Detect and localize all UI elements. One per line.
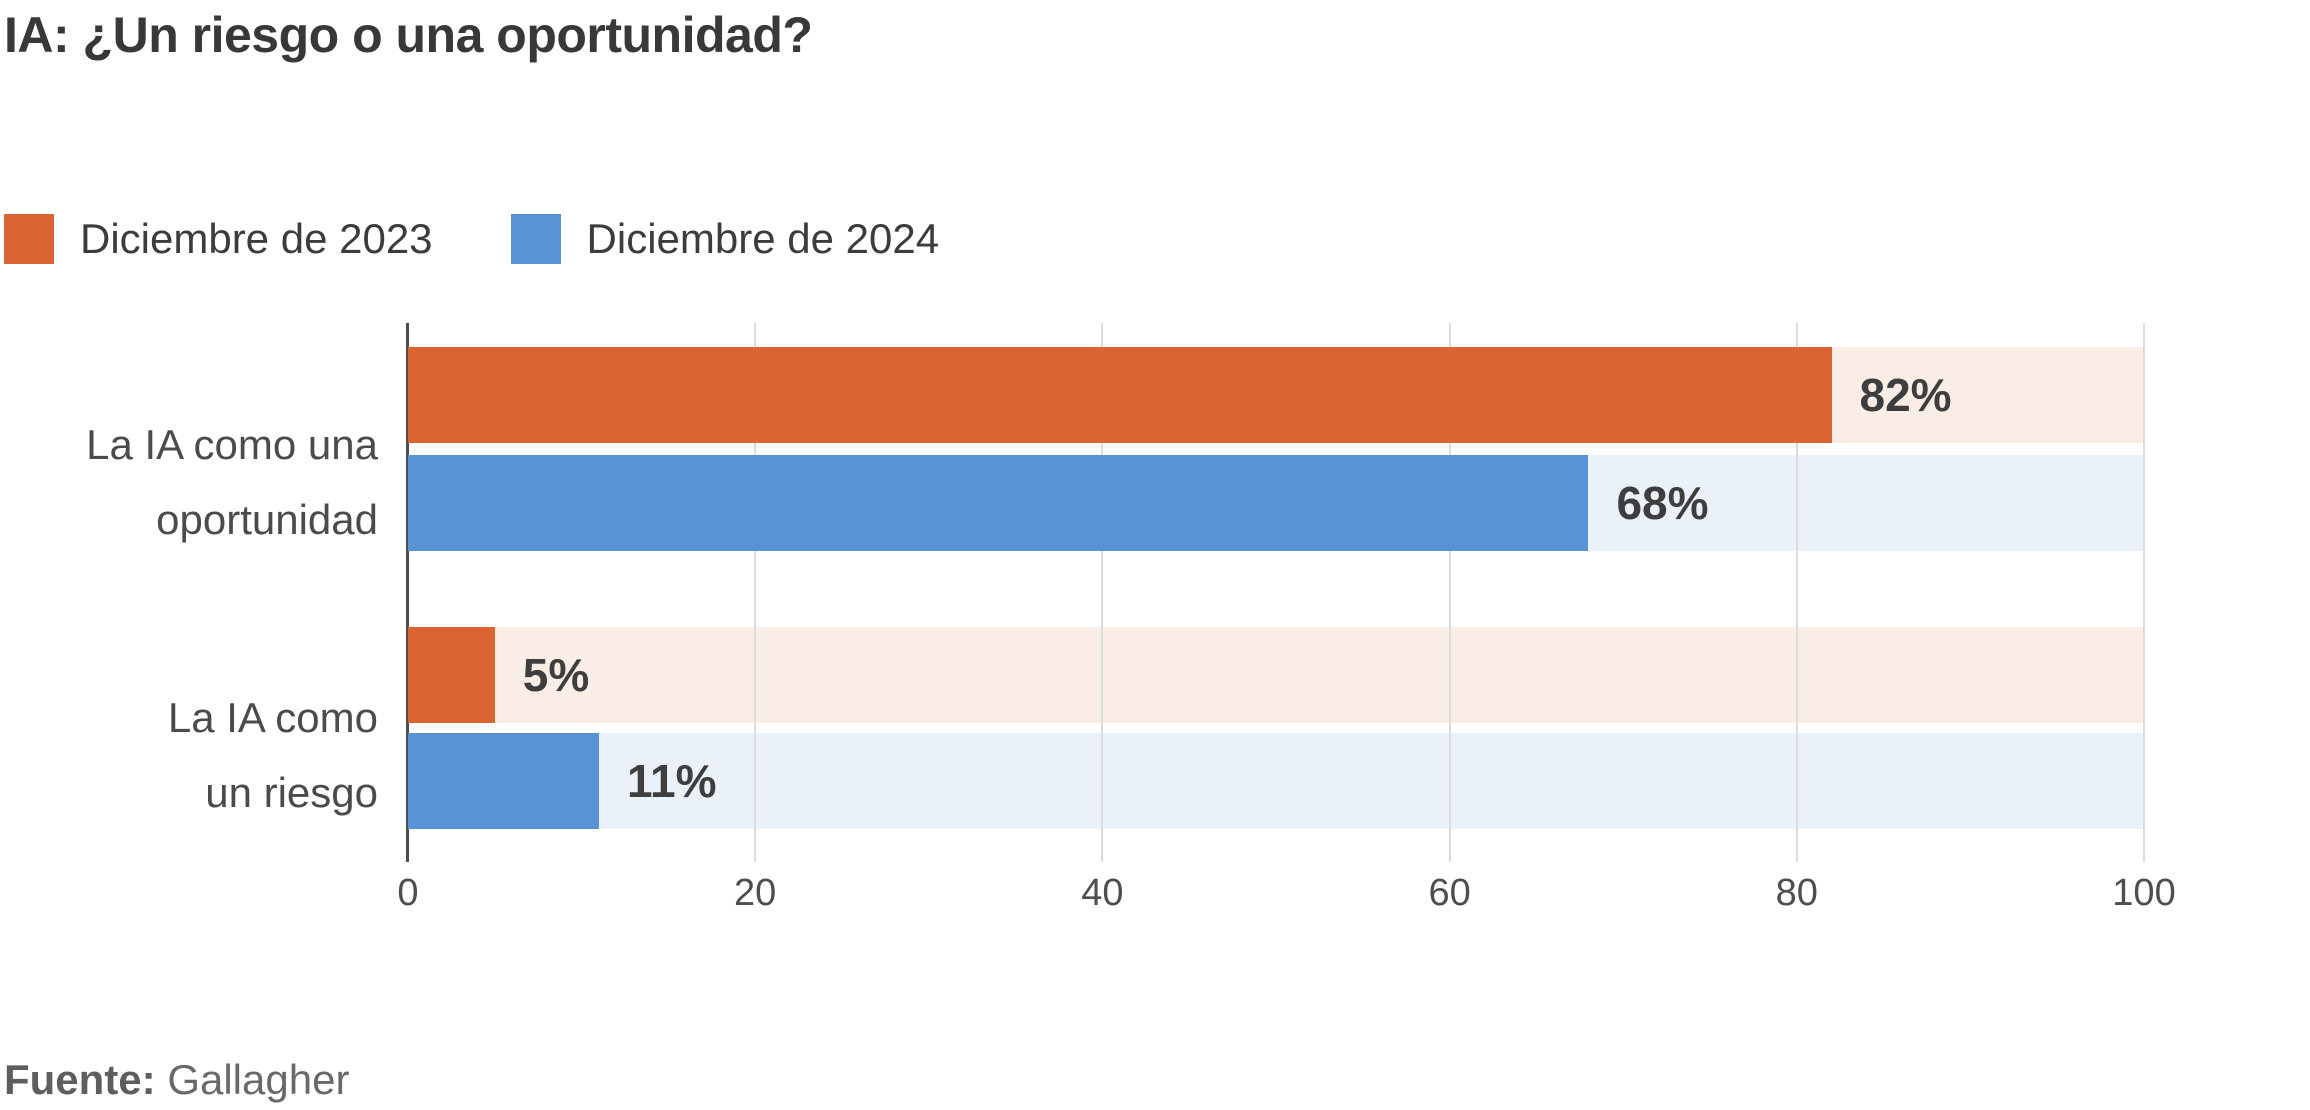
gridline-80 [1795, 323, 1798, 862]
bar-fill [408, 733, 599, 829]
x-tick-80: 80 [1775, 872, 1818, 914]
bar-fill [408, 347, 1832, 443]
bar-value-label: 68% [1616, 477, 1709, 529]
legend-swatch-2024-icon [510, 214, 561, 264]
source-text: Gallagher [167, 1056, 350, 1103]
bar-2023-riesgo: 5% [408, 627, 2144, 723]
bar-value-label: 5% [522, 649, 590, 701]
category-label-line: La IA como [167, 694, 378, 741]
gridline-100 [2143, 323, 2145, 862]
bar-2024-riesgo: 11% [408, 733, 2144, 829]
x-tick-40: 40 [1081, 872, 1124, 914]
bar-fill [408, 627, 495, 723]
bar-fill [408, 455, 1589, 551]
legend: Diciembre de 2023 Diciembre de 2024 [4, 214, 939, 264]
bar-2023-oportunidad: 82% [408, 347, 2144, 443]
category-label-line: La IA como una [86, 421, 378, 468]
x-tick-100: 100 [2112, 872, 2176, 914]
category-label-line: oportunidad [156, 496, 378, 543]
bar-2024-oportunidad: 68% [408, 455, 2144, 551]
gridline-40 [1101, 323, 1104, 862]
legend-item-2023: Diciembre de 2023 [4, 214, 433, 264]
category-label-line: un riesgo [205, 769, 378, 816]
bar-value-label: 11% [626, 755, 717, 807]
y-axis-line [406, 323, 409, 862]
chart-title: IA: ¿Un riesgo o una oportunidad? [4, 7, 813, 63]
x-tick-60: 60 [1428, 872, 1471, 914]
plot-area: 82% 68% 5% 11% 0 20 40 60 80 100 [397, 323, 2176, 914]
bar-track [408, 627, 2144, 723]
category-label-riesgo: La IA como un riesgo [0, 680, 378, 830]
legend-label-2024: Diciembre de 2024 [586, 215, 940, 262]
source-label: Fuente: [4, 1056, 156, 1103]
x-tick-20: 20 [734, 872, 777, 914]
bar-value-label: 82% [1859, 369, 1952, 421]
x-tick-0: 0 [397, 872, 419, 914]
legend-item-2024: Diciembre de 2024 [510, 214, 940, 264]
source-line: Fuente: Gallagher [4, 1056, 349, 1104]
legend-swatch-2023-icon [4, 214, 54, 264]
bar-track [408, 733, 2144, 829]
gridline-20 [754, 323, 757, 862]
gridline-60 [1448, 323, 1451, 862]
legend-label-2023: Diciembre de 2023 [80, 215, 433, 262]
category-label-oportunidad: La IA como una oportunidad [0, 407, 378, 557]
